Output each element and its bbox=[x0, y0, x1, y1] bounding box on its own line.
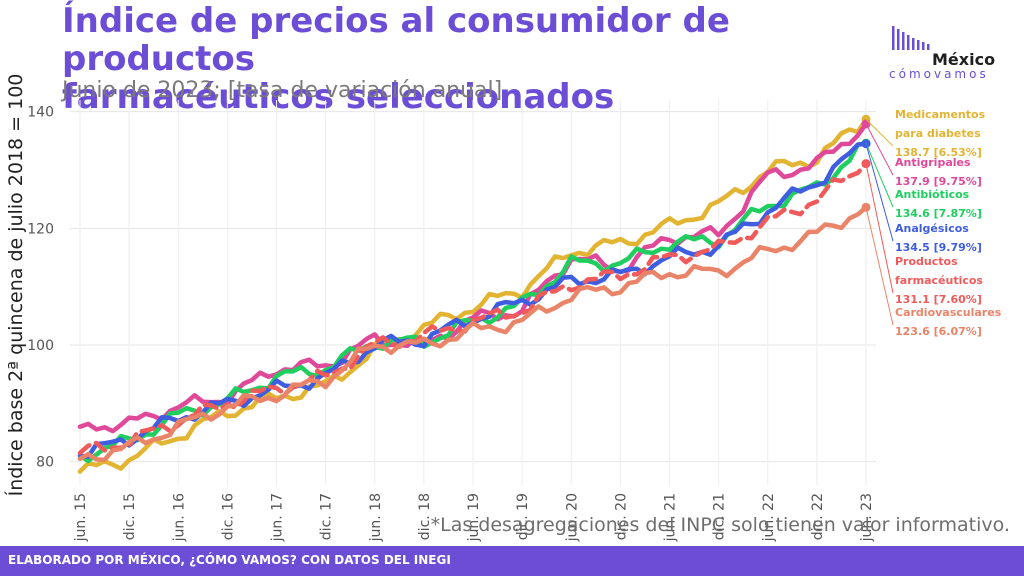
series-line bbox=[77, 161, 869, 456]
series-label: 137.9 [9.75%] bbox=[895, 175, 982, 188]
label-leader-line bbox=[865, 163, 894, 294]
x-tick-label: jun. 18 bbox=[368, 493, 384, 542]
series-label: 134.5 [9.79%] bbox=[895, 241, 982, 254]
label-leader-line bbox=[865, 207, 894, 326]
chart-grid bbox=[70, 100, 876, 485]
x-tick-label: dic. 18 bbox=[417, 493, 433, 540]
x-tick-label: dic. 15 bbox=[122, 493, 138, 540]
x-tick-label: jun. 15 bbox=[73, 493, 89, 542]
logo-text-main: México bbox=[932, 50, 996, 69]
series-end-point bbox=[861, 119, 871, 129]
label-leader-line bbox=[865, 142, 894, 208]
series-label: 138.7 [6.53%] bbox=[895, 146, 982, 159]
chart-subtitle: Junio de 2023; [tasa de variación anual] bbox=[62, 78, 503, 103]
mexico-como-vamos-logo-icon bbox=[892, 26, 930, 50]
x-tick-label: jun. 16 bbox=[171, 493, 187, 542]
x-tick-label: jun. 23 bbox=[859, 493, 875, 542]
footer-bar: ELABORADO POR MÉXICO, ¿CÓMO VAMOS? CON D… bbox=[0, 546, 1024, 576]
series-label: 134.6 [7.87%] bbox=[895, 207, 982, 220]
series-label: Analgésicos bbox=[895, 222, 969, 235]
series-line bbox=[77, 205, 869, 463]
x-tick-label: jun. 19 bbox=[466, 493, 482, 542]
x-tick-label: dic. 16 bbox=[220, 493, 236, 540]
x-tick-label: jun. 21 bbox=[663, 493, 679, 542]
y-axis-ticks: 80 100 120 140 bbox=[27, 105, 54, 471]
x-tick-label: jun. 20 bbox=[564, 493, 580, 542]
chart-title-line1: Índice de precios al consumidor de produ… bbox=[62, 1, 730, 79]
series-label: Productos bbox=[895, 255, 958, 268]
label-leader-line bbox=[865, 123, 894, 176]
series-label: Antigripales bbox=[895, 156, 971, 169]
label-leader-line bbox=[865, 118, 894, 147]
series-label: Antibióticos bbox=[895, 188, 970, 201]
y-tick-label: 140 bbox=[27, 105, 54, 121]
footnote: *Las desagregaciones del INPC solo tiene… bbox=[430, 514, 1010, 536]
series-label: Medicamentos bbox=[895, 108, 986, 121]
series-label: para diabetes bbox=[895, 127, 981, 140]
x-tick-label: dic. 19 bbox=[515, 493, 531, 540]
series-label: 123.6 [6.07%] bbox=[895, 325, 982, 338]
x-axis-ticks: jun. 15 dic. 15 jun. 16 dic. 16 jun. 17 dic. … bbox=[73, 493, 875, 542]
x-tick-label: dic. 20 bbox=[613, 493, 629, 540]
x-tick-label: jun. 17 bbox=[270, 493, 286, 542]
series-label: 131.1 [7.60%] bbox=[895, 293, 982, 306]
label-leader-line bbox=[865, 143, 894, 242]
x-tick-label: jun. 22 bbox=[761, 493, 777, 542]
x-tick-label: dic. 21 bbox=[712, 493, 728, 540]
y-axis-label: Índice base 2ª quincena de julio 2018 = … bbox=[4, 74, 27, 497]
series-label: farmacéuticos bbox=[895, 274, 983, 287]
y-tick-label: 120 bbox=[27, 221, 54, 237]
y-tick-label: 100 bbox=[27, 338, 54, 354]
y-tick-label: 80 bbox=[36, 455, 54, 471]
footer-credit: ELABORADO POR MÉXICO, ¿CÓMO VAMOS? CON D… bbox=[8, 553, 451, 567]
logo-text-sub: cómovamos bbox=[889, 67, 989, 81]
x-tick-label: dic. 17 bbox=[319, 493, 335, 540]
x-tick-label: dic. 22 bbox=[810, 493, 826, 540]
series-label: Cardiovasculares bbox=[895, 306, 1002, 319]
chart-series bbox=[77, 114, 871, 474]
